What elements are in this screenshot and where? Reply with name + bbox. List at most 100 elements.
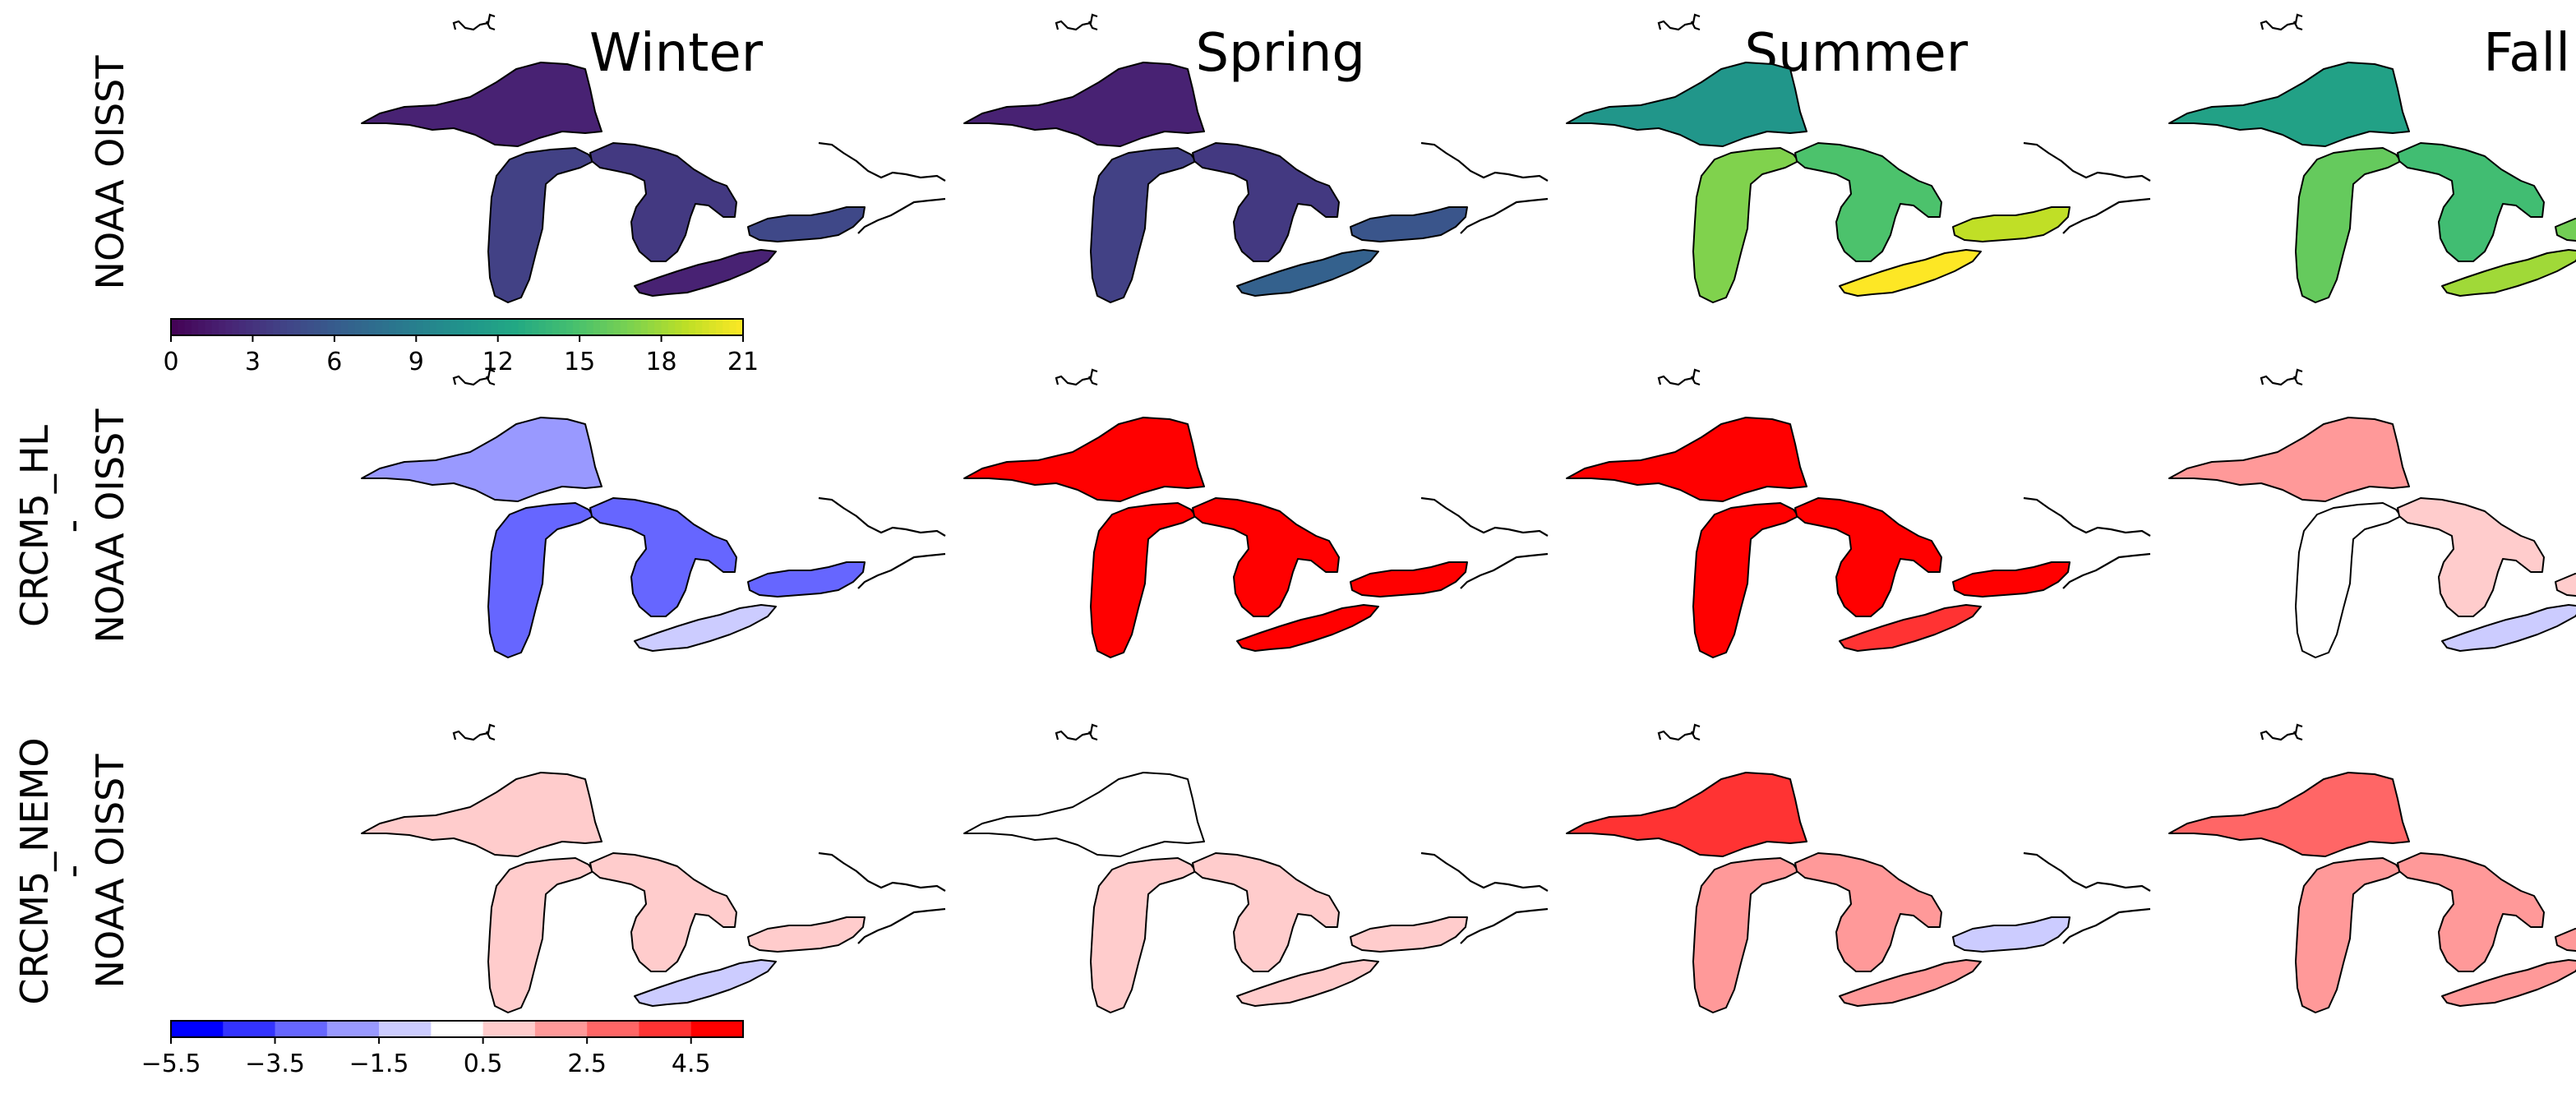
colorbar-sst-segment [293,319,302,335]
lake-superior-1-summer [1566,417,1807,502]
colorbar-sst-segment [688,319,696,335]
colorbar-sst-segment [307,319,315,335]
lake-nipigon-outline-2-fall [2260,723,2303,741]
season-title-winter: Winter [589,23,764,84]
colorbar-sst-segment [348,319,356,335]
colorbar-sst-segment [634,319,642,335]
colorbar-sst-segment [368,319,376,335]
colorbar-sst-segment [600,319,607,335]
colorbar-sst-segment [238,319,247,335]
map-2-winter [361,723,946,1013]
colorbar-sst-segment [566,319,574,335]
lake-nipigon-outline-2-winter [452,723,496,741]
lake-ontario-1-winter [747,561,866,598]
row-label-2-line-0: CRCM5_NEMO [12,737,57,1004]
lake-superior-2-fall [2168,772,2410,857]
lake-superior-0-summer [1566,62,1807,147]
colorbar-sst-segment [457,319,464,335]
lake-ontario-2-summer [1952,916,2070,953]
colorbar-sst-segment [545,319,553,335]
lake-nipigon-outline-0-spring [1055,13,1098,31]
colorbar-difference-tick-label: −3.5 [245,1050,305,1078]
colorbar-sst-segment [654,319,662,335]
colorbar-sst-segment [552,319,560,335]
map-0-summer [1566,13,2151,303]
colorbar-sst-segment [422,319,431,335]
lake-nipigon-outline-1-winter [452,368,496,386]
colorbar-sst-tick-label: 15 [564,348,595,376]
colorbar-sst-segment [381,319,390,335]
lake-erie-1-spring [1236,604,1379,652]
lake-ontario-1-fall [2555,572,2576,598]
colorbar-difference-tick-label: −5.5 [141,1050,201,1078]
colorbar-sst-tick-label: 9 [409,348,424,376]
colorbar-sst-segment [178,319,186,335]
colorbar-sst-segment [722,319,731,335]
colorbar-difference-tick-label: 0.5 [464,1050,503,1078]
colorbar-sst: 0 3 6 9 12 15 18 21 [163,318,759,376]
colorbar-sst-segment [375,319,383,335]
colorbar-sst-segment [607,319,615,335]
lake-ontario-1-summer [1952,561,2070,598]
lake-nipigon-outline-0-fall [2260,13,2303,31]
lake-huron-0-fall [2397,142,2545,262]
colorbar-sst-segment [395,319,404,335]
st-lawrence-coastline-0-spring [1420,141,1549,234]
colorbar-sst-segment [198,319,206,335]
colorbar-sst-tick-label: 21 [727,348,759,376]
colorbar-difference-segment [326,1021,380,1037]
lake-erie-0-spring [1236,249,1379,297]
colorbar-sst-segment [389,319,397,335]
lake-nipigon-outline-0-summer [1657,13,1701,31]
colorbar-sst-segment [648,319,655,335]
lake-huron-2-fall [2397,852,2545,972]
colorbar-sst-segment [286,319,294,335]
colorbar-sst-segment [219,319,226,335]
lake-michigan-1-fall [2295,502,2402,658]
map-0-fall [2168,13,2576,303]
colorbar-sst-segment [620,319,628,335]
lake-ontario-0-spring [1350,206,1468,242]
lake-michigan-2-spring [1090,857,1197,1013]
st-lawrence-coastline-2-summer [2023,851,2151,944]
row-label-1-line-2: NOAA OISST [88,408,132,644]
lake-superior-2-spring [963,772,1205,857]
colorbar-sst-segment [266,319,274,335]
colorbar-sst-segment [314,319,321,335]
map-0-spring [963,13,1549,303]
colorbar-sst-segment [511,319,519,335]
colorbar-sst-segment [518,319,526,335]
colorbar-difference-segment [587,1021,640,1037]
season-title-spring: Spring [1195,23,1365,84]
colorbar-sst-segment [436,319,445,335]
colorbar-sst-segment [736,319,744,335]
lake-ontario-2-spring [1350,916,1468,953]
colorbar-sst-segment [729,319,737,335]
map-1-summer [1566,368,2151,658]
lake-ontario-2-fall [2555,927,2576,953]
colorbar-sst-segment [613,319,621,335]
st-lawrence-coastline-1-summer [2023,496,2151,589]
colorbar-sst-segment [246,319,254,335]
colorbar-sst-segment [341,319,349,335]
lake-erie-2-summer [1839,959,1982,1007]
map-2-spring [963,723,1549,1013]
st-lawrence-coastline-2-winter [818,851,946,944]
colorbar-sst-segment [477,319,485,335]
lake-michigan-1-summer [1692,502,1799,658]
colorbar-sst-segment [491,319,499,335]
season-title-fall: Fall [2483,23,2570,84]
colorbar-sst-segment [559,319,567,335]
lake-michigan-0-winter [487,147,594,303]
colorbar-sst-segment [681,319,690,335]
colorbar-sst-segment [661,319,669,335]
lake-ontario-2-winter [747,916,866,953]
lake-huron-1-winter [589,497,737,617]
lake-superior-2-winter [361,772,602,857]
colorbar-sst-segment [524,319,533,335]
lake-nipigon-outline-2-summer [1657,723,1701,741]
map-2-fall [2168,723,2576,1013]
colorbar-sst-segment [579,319,588,335]
colorbar-sst-segment [273,319,281,335]
